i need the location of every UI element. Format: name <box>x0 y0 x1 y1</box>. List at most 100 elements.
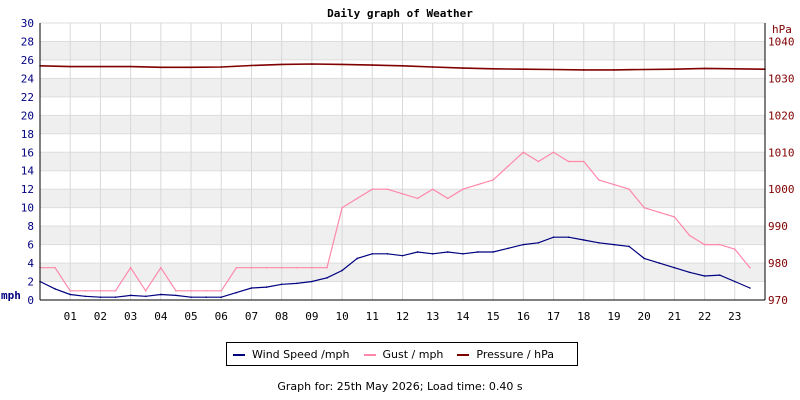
data-point <box>295 282 298 285</box>
data-point <box>552 68 555 71</box>
data-point <box>582 69 585 71</box>
x-tick-label: 04 <box>154 310 168 323</box>
data-point <box>522 68 525 70</box>
x-tick-label: 19 <box>607 310 620 323</box>
data-point <box>567 236 570 239</box>
data-point <box>371 188 374 190</box>
data-point <box>205 296 207 299</box>
data-point <box>673 68 676 70</box>
left-tick-label: 10 <box>21 202 34 215</box>
chart-title: Daily graph of Weather <box>327 7 473 20</box>
data-point <box>235 266 238 269</box>
data-point <box>447 197 449 200</box>
left-tick-label: 18 <box>21 128 34 141</box>
data-point <box>537 241 540 244</box>
data-point <box>235 291 238 294</box>
data-point <box>311 280 313 283</box>
data-point <box>401 193 404 195</box>
data-point <box>462 67 464 69</box>
data-point <box>326 277 328 279</box>
data-point <box>280 266 283 269</box>
left-tick-label: 30 <box>21 17 34 30</box>
data-point <box>341 63 343 66</box>
data-point <box>160 293 162 296</box>
data-point <box>69 65 72 68</box>
data-point <box>552 236 555 239</box>
data-point <box>144 289 147 292</box>
right-tick-label: 970 <box>768 294 788 307</box>
data-point <box>205 289 207 292</box>
data-point <box>54 266 56 269</box>
data-point <box>416 197 419 200</box>
data-point <box>250 64 253 67</box>
x-tick-label: 13 <box>426 310 439 323</box>
x-tick-label: 09 <box>305 310 318 323</box>
data-point <box>341 206 343 209</box>
data-point <box>688 271 691 274</box>
data-point <box>462 188 464 190</box>
left-tick-label: 12 <box>21 183 34 196</box>
left-tick-label: 28 <box>21 35 34 48</box>
data-point <box>477 251 479 253</box>
left-tick-label: 4 <box>27 257 34 270</box>
data-point <box>250 287 253 289</box>
data-point <box>401 254 404 257</box>
x-tick-label: 15 <box>487 310 500 323</box>
x-tick-label: 05 <box>184 310 197 323</box>
left-axis-label: mph <box>1 289 21 302</box>
left-tick-label: 14 <box>21 165 35 178</box>
left-tick-label: 24 <box>21 72 35 85</box>
data-point <box>703 67 706 70</box>
left-tick-label: 8 <box>27 220 34 233</box>
series-group <box>39 63 766 299</box>
legend: Wind Speed /mph Gust / mph Pressure / hP… <box>226 342 578 366</box>
data-point <box>250 266 253 269</box>
data-point <box>129 65 132 68</box>
data-point <box>175 294 177 297</box>
legend-label-gust: Gust / mph <box>382 347 444 361</box>
x-tick-label: 12 <box>396 310 409 323</box>
x-tick-label: 14 <box>456 310 470 323</box>
data-point <box>371 253 374 255</box>
axes <box>39 23 766 301</box>
data-point <box>99 296 102 299</box>
data-point <box>129 266 132 269</box>
data-point <box>643 68 645 71</box>
data-point <box>280 63 283 66</box>
data-point <box>688 234 691 237</box>
data-point <box>326 266 328 269</box>
data-point <box>220 289 223 292</box>
x-tick-label: 18 <box>577 310 590 323</box>
legend-swatch-pressure <box>457 354 470 356</box>
data-point <box>643 257 645 260</box>
data-point <box>190 289 192 292</box>
data-point <box>703 275 706 277</box>
right-tick-label: 1030 <box>768 72 795 85</box>
data-point <box>84 289 87 292</box>
data-point <box>703 243 706 246</box>
x-tick-label: 02 <box>94 310 107 323</box>
data-point <box>522 243 525 246</box>
data-point <box>220 296 223 299</box>
data-point <box>69 293 72 296</box>
right-tick-label: 1010 <box>768 146 795 159</box>
data-point <box>99 289 102 292</box>
data-point <box>673 216 676 218</box>
data-point <box>386 188 389 190</box>
left-tick-label: 26 <box>21 54 34 67</box>
right-axis-label: hPa <box>772 23 792 36</box>
data-point <box>401 65 404 67</box>
data-point <box>265 266 268 269</box>
data-point <box>356 257 358 260</box>
data-point <box>507 165 510 167</box>
x-tick-label: 08 <box>275 310 288 323</box>
data-point <box>658 262 661 264</box>
data-point <box>628 245 630 248</box>
right-tick-label: 1000 <box>768 183 795 196</box>
x-tick-label: 23 <box>728 310 741 323</box>
data-point <box>69 289 72 292</box>
x-tick-label: 22 <box>698 310 711 323</box>
data-point <box>552 151 555 154</box>
data-point <box>718 274 721 276</box>
data-point <box>160 266 162 269</box>
